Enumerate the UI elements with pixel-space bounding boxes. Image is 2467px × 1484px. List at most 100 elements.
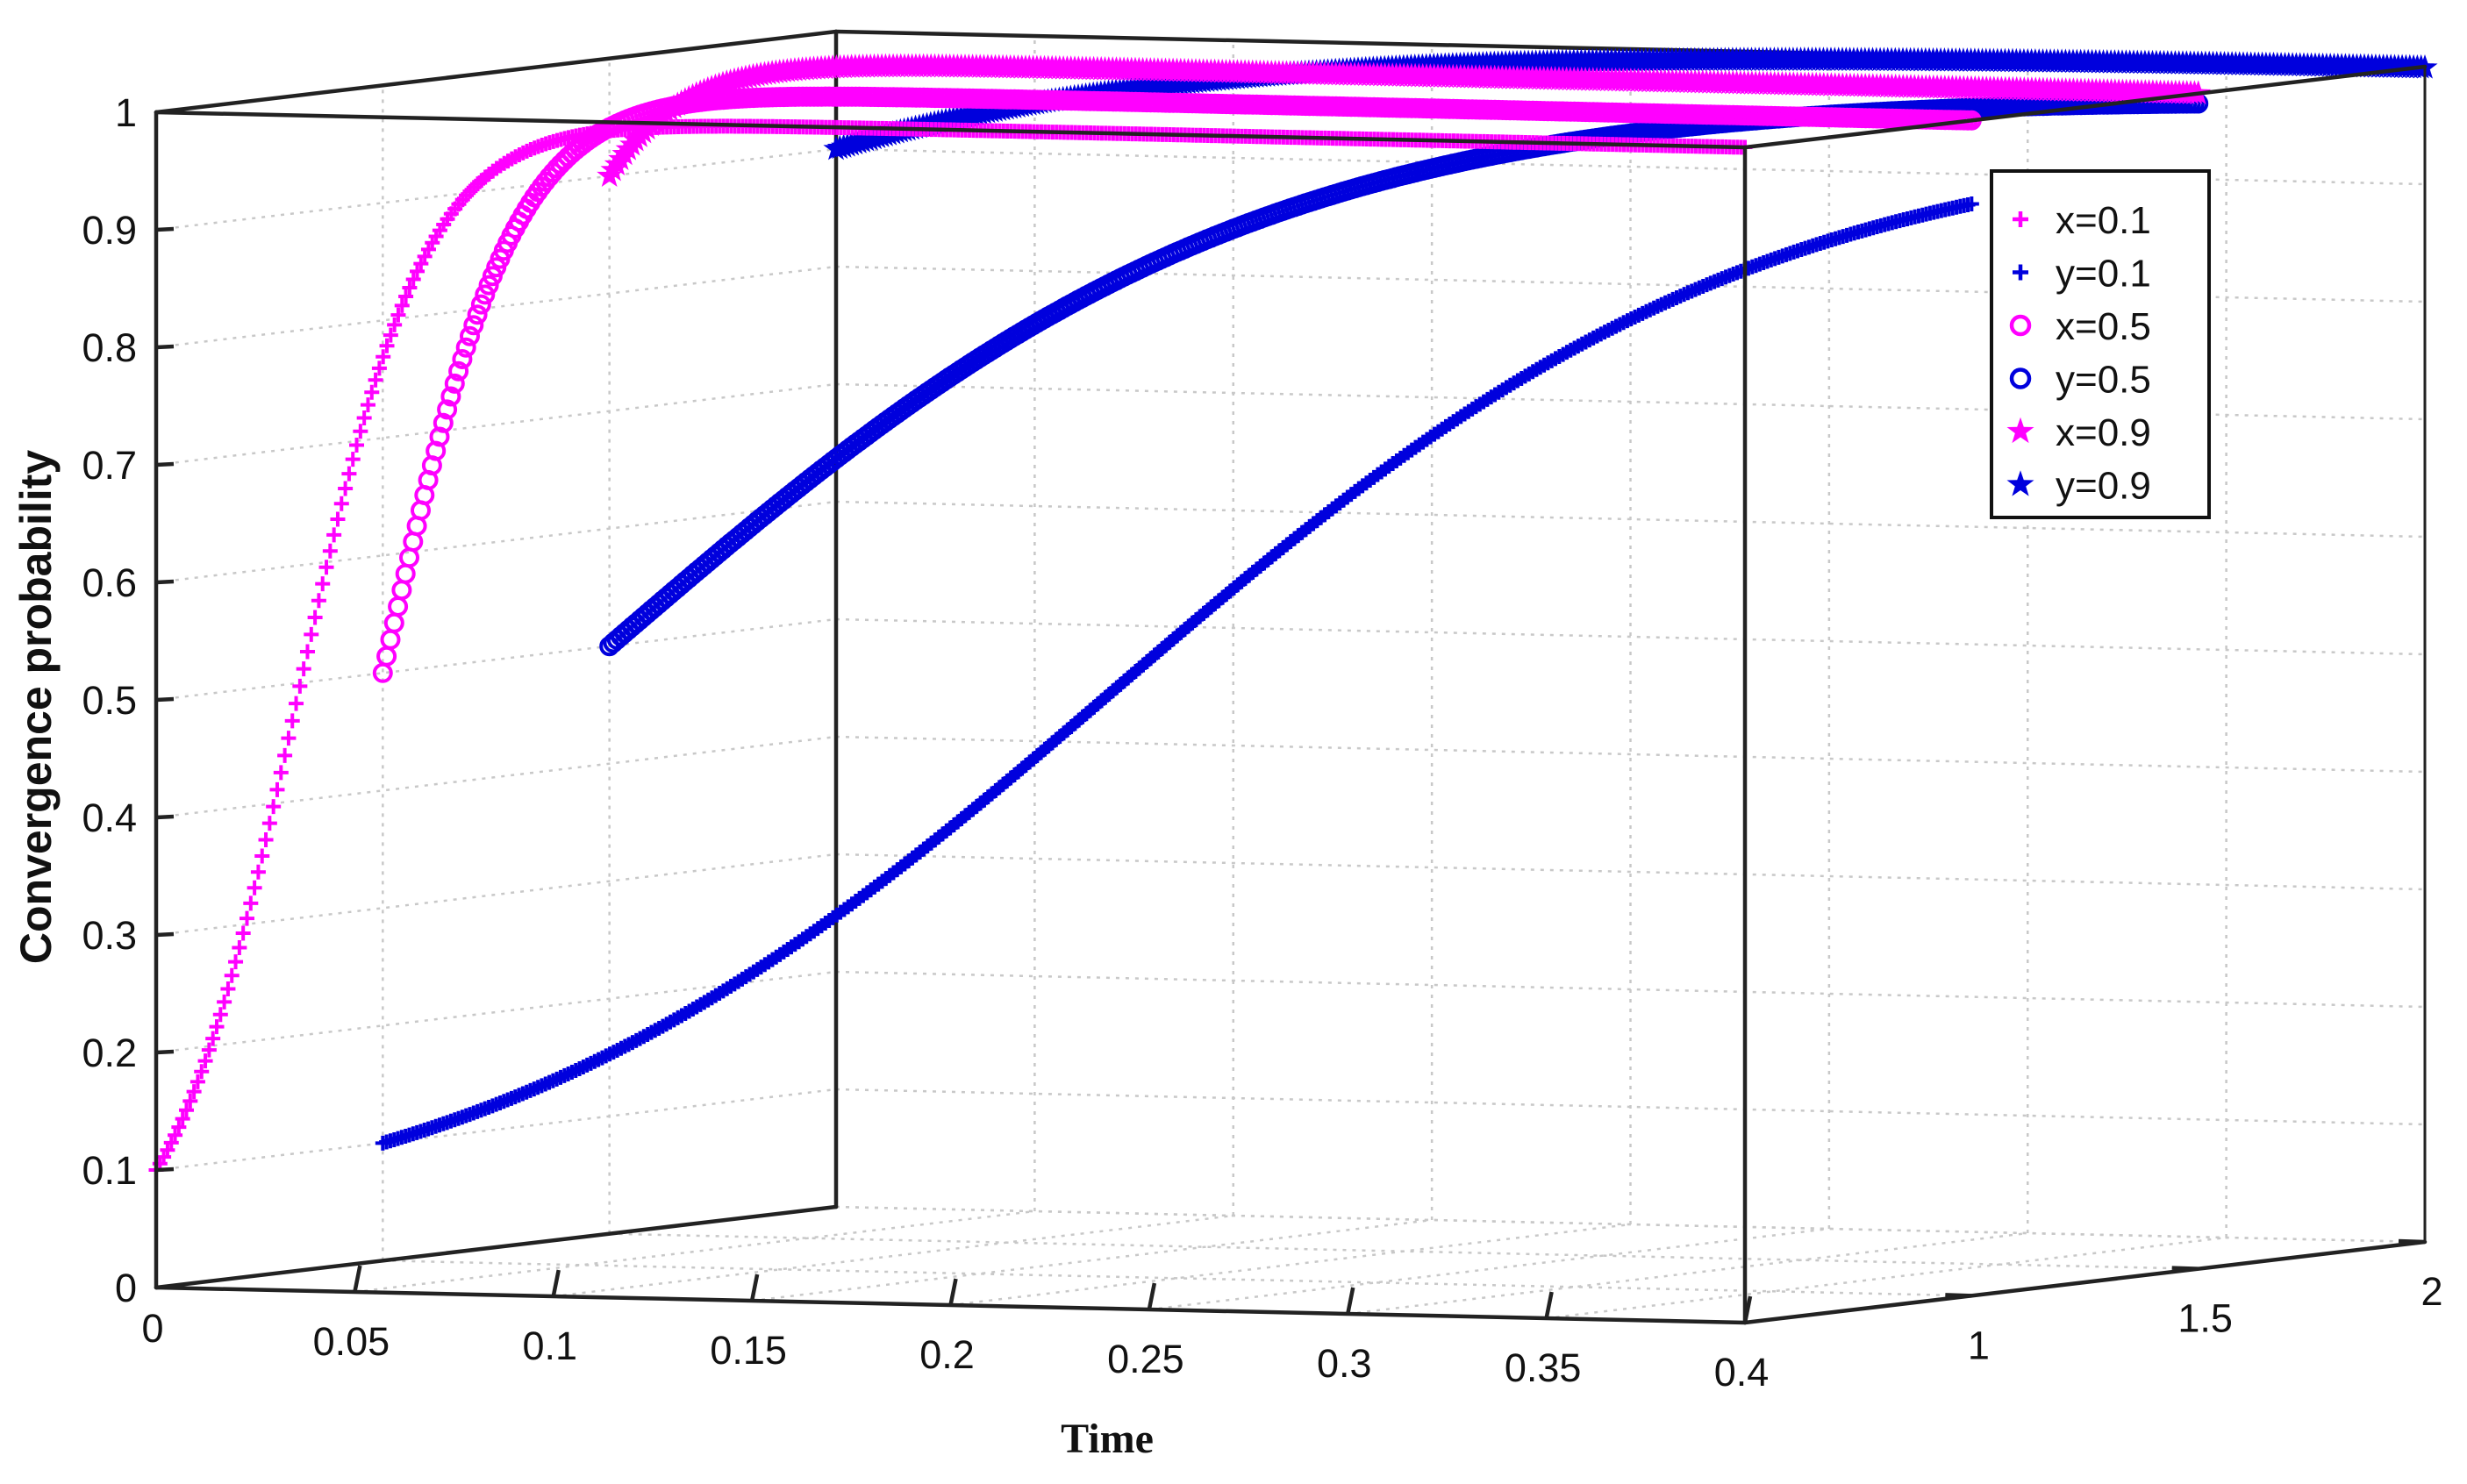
data-point: [307, 610, 323, 625]
gridline-back-z: [835, 970, 2426, 1009]
data-point: [220, 981, 236, 997]
data-point: [364, 384, 380, 400]
z-tick-mark: [155, 226, 175, 232]
data-point: [444, 373, 465, 394]
legend-label: x=0.5: [2056, 305, 2151, 348]
data-point: [371, 360, 387, 376]
z-tick-mark: [155, 461, 175, 467]
z-axis-label: Convergence probability: [11, 450, 61, 964]
data-point: [345, 452, 361, 467]
x-axis-label: Time: [1061, 1416, 1154, 1462]
data-point: [395, 563, 416, 584]
data-point: [399, 547, 419, 568]
data-point: [455, 337, 476, 358]
x-tick-mark: [1742, 1295, 1753, 1323]
legend-marker-star: [2006, 417, 2034, 444]
gridline-floor-y: [609, 1232, 2199, 1270]
data-point: [333, 496, 349, 511]
data-point: [296, 661, 311, 677]
x-tick-mark: [353, 1265, 362, 1293]
data-point: [390, 307, 406, 323]
z-tick-label: 0.5: [82, 678, 137, 723]
x-tick-label: 0.25: [1107, 1337, 1184, 1381]
data-point: [205, 1031, 221, 1046]
legend-label: x=0.1: [2056, 199, 2151, 242]
data-point: [224, 967, 240, 983]
gridline-floor-x: [354, 1209, 1035, 1294]
legend-marker-star: [2006, 470, 2034, 496]
y-tick-label: 1: [1968, 1323, 1990, 1367]
data-point: [254, 848, 270, 864]
x-tick-mark: [551, 1269, 561, 1297]
gridline-floor-x: [950, 1223, 1631, 1307]
data-point: [410, 263, 425, 279]
z-tick-mark: [155, 696, 175, 703]
data-point: [277, 747, 293, 763]
data-point: [356, 410, 372, 425]
x-tick-label: 0.05: [313, 1319, 390, 1364]
data-point: [391, 580, 412, 601]
legend-label: y=0.1: [2056, 253, 2151, 296]
data-point: [463, 315, 484, 336]
data-point: [380, 629, 401, 650]
gridline-floor-y: [835, 1205, 2426, 1244]
tick-layer: 0 0.1 0.2 0.3 0.4 0.5 0.6 0.7 0.8 0.9 1 0 0.05 0.1 0.1…: [82, 90, 2442, 1395]
data-point: [383, 327, 398, 343]
box-edge: [154, 1204, 839, 1290]
z-tick-label: 1: [115, 90, 137, 135]
data-point: [197, 1053, 213, 1069]
data-point: [232, 940, 247, 956]
data-point: [398, 289, 414, 304]
data-point: [376, 646, 397, 667]
data-point: [299, 644, 315, 660]
data-point: [281, 731, 297, 746]
series-x-0-5: [372, 86, 1982, 683]
z-tick-mark: [155, 931, 175, 938]
box-edge: [154, 110, 1748, 150]
data-point: [171, 1119, 187, 1135]
y-tick-label: 2: [2421, 1269, 2442, 1314]
data-point: [175, 1111, 190, 1127]
x-tick-mark: [1346, 1287, 1355, 1315]
gridline-left-z: [155, 1088, 837, 1172]
data-point: [194, 1064, 210, 1080]
series-x-0-9: [597, 53, 2212, 188]
data-point: [315, 576, 331, 592]
gridline-left-z: [155, 500, 837, 584]
data-point: [452, 349, 473, 369]
x-tick-label: 0.2: [919, 1332, 975, 1377]
series-y-0-5: [599, 93, 2209, 657]
data-point: [318, 560, 334, 575]
data-point: [212, 1007, 228, 1023]
data-point: [470, 294, 491, 315]
data-point: [304, 626, 319, 642]
gridline-floor-y: [383, 1259, 1972, 1297]
data-point: [258, 831, 274, 847]
data-point: [379, 338, 395, 353]
data-point: [186, 1084, 202, 1100]
box-edge: [154, 29, 839, 115]
gridline-floor-x: [1148, 1227, 1830, 1311]
gridline-floor-x: [1546, 1236, 2227, 1320]
data-point: [467, 304, 488, 325]
z-tick-mark: [155, 1284, 175, 1290]
gridline-left-z: [155, 853, 837, 937]
x-tick-label: 0: [141, 1306, 163, 1351]
x-tick-label: 0.15: [710, 1328, 787, 1373]
legend-box: [1990, 169, 2211, 519]
y-tick-label: 1.5: [2177, 1296, 2233, 1341]
box-edge: [1742, 1239, 2428, 1325]
data-point: [460, 325, 480, 346]
z-tick-label: 0.8: [82, 325, 137, 370]
data-point: [338, 481, 354, 496]
z-tick-label: 0.2: [82, 1031, 137, 1075]
z-tick-label: 0.9: [82, 208, 137, 253]
legend-label: y=0.9: [2056, 465, 2151, 508]
legend-marker-plus: [2013, 264, 2028, 281]
legend-marker-plus: [2013, 211, 2028, 227]
data-point: [375, 349, 391, 365]
data-point: [243, 895, 259, 911]
gridline-floor-x: [1348, 1231, 2028, 1316]
